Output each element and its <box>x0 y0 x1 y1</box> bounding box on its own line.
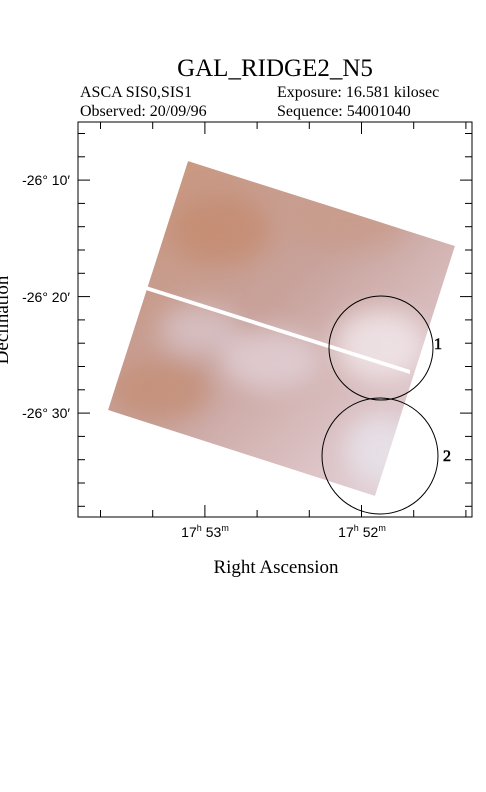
region-circle <box>328 295 434 401</box>
sequence: Sequence: 54001040 <box>277 103 411 120</box>
region-label: 2 <box>443 448 451 465</box>
dec-tick-label: -26° 10′ <box>22 172 70 188</box>
xray-image <box>108 161 455 496</box>
dec-tick-label: -26° 20′ <box>22 289 70 305</box>
dec-tick-label: -26° 30′ <box>22 405 70 421</box>
ra-tick-label: 17h 52m <box>338 523 386 540</box>
instrument: ASCA SIS0,SIS1 <box>80 84 192 101</box>
exposure: Exposure: 16.581 kilosec <box>277 84 439 101</box>
ra-tick-label: 17h 53m <box>181 523 229 540</box>
region-label: 1 <box>434 336 442 353</box>
region-circle <box>321 397 439 515</box>
observed: Observed: 20/09/96 <box>80 103 207 120</box>
ticks <box>78 122 472 517</box>
x-axis-label: Right Ascension <box>213 557 339 578</box>
title: GAL_RIDGE2_N5 <box>177 55 373 82</box>
y-axis-label: Declination <box>0 275 13 364</box>
